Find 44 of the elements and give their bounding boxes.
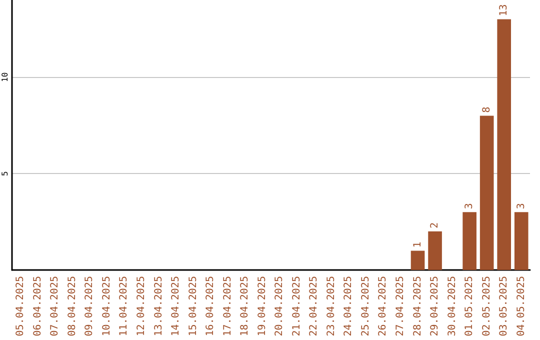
bar (497, 19, 512, 270)
data-label: 1 (412, 242, 424, 248)
x-tick-label: 03.05.2025 (498, 276, 510, 336)
data-label: 3 (464, 203, 476, 210)
x-tick-label: 16.04.2025 (205, 276, 216, 336)
bar (428, 231, 442, 270)
x-tick-label: 28.04.2025 (412, 276, 424, 336)
x-tick-label: 25.04.2025 (360, 276, 372, 336)
x-tick-label: 08.04.2025 (66, 276, 78, 336)
x-tick-label: 06.04.2025 (32, 276, 44, 336)
x-tick-label: 26.04.2025 (378, 276, 389, 336)
x-tick-label: 20.04.2025 (274, 276, 286, 336)
bar (480, 116, 494, 270)
data-label: 2 (430, 222, 441, 228)
x-tick-label: 01.05.2025 (464, 276, 476, 336)
x-tick-label: 12.04.2025 (136, 276, 147, 336)
x-tick-label: 29.04.2025 (430, 276, 441, 336)
bar (410, 250, 425, 270)
bar (514, 212, 528, 270)
y-tick-label: 10 (0, 72, 10, 82)
x-tick-label: 24.04.2025 (343, 276, 354, 336)
x-tick-label: 21.04.2025 (291, 276, 302, 336)
x-tick-label: 13.04.2025 (153, 276, 164, 336)
y-tick-label: 5 (0, 170, 10, 176)
x-tick-label: 09.04.2025 (84, 276, 96, 336)
x-tick-label: 10.04.2025 (101, 276, 112, 336)
x-tick-label: 15.04.2025 (188, 276, 199, 336)
data-label: 13 (498, 4, 510, 16)
x-tick-label: 23.04.2025 (326, 276, 337, 336)
data-label: 3 (516, 203, 527, 210)
x-tick-label: 18.04.2025 (240, 276, 251, 336)
x-tick-label: 02.05.2025 (481, 276, 492, 336)
data-label: 8 (481, 106, 492, 113)
x-tick-label: 19.04.2025 (256, 276, 268, 336)
x-tick-label: 17.04.2025 (222, 276, 234, 336)
x-tick-label: 07.04.2025 (50, 276, 61, 336)
x-tick-label: 04.05.2025 (516, 276, 527, 336)
x-tick-label: 22.04.2025 (308, 276, 320, 336)
x-tick-label: 27.04.2025 (395, 276, 406, 336)
x-tick-label: 30.04.2025 (446, 276, 458, 336)
bar (462, 212, 476, 270)
x-tick-label: 14.04.2025 (170, 276, 182, 336)
x-tick-label: 11.04.2025 (118, 276, 130, 336)
x-tick-label: 05.04.2025 (15, 276, 26, 336)
